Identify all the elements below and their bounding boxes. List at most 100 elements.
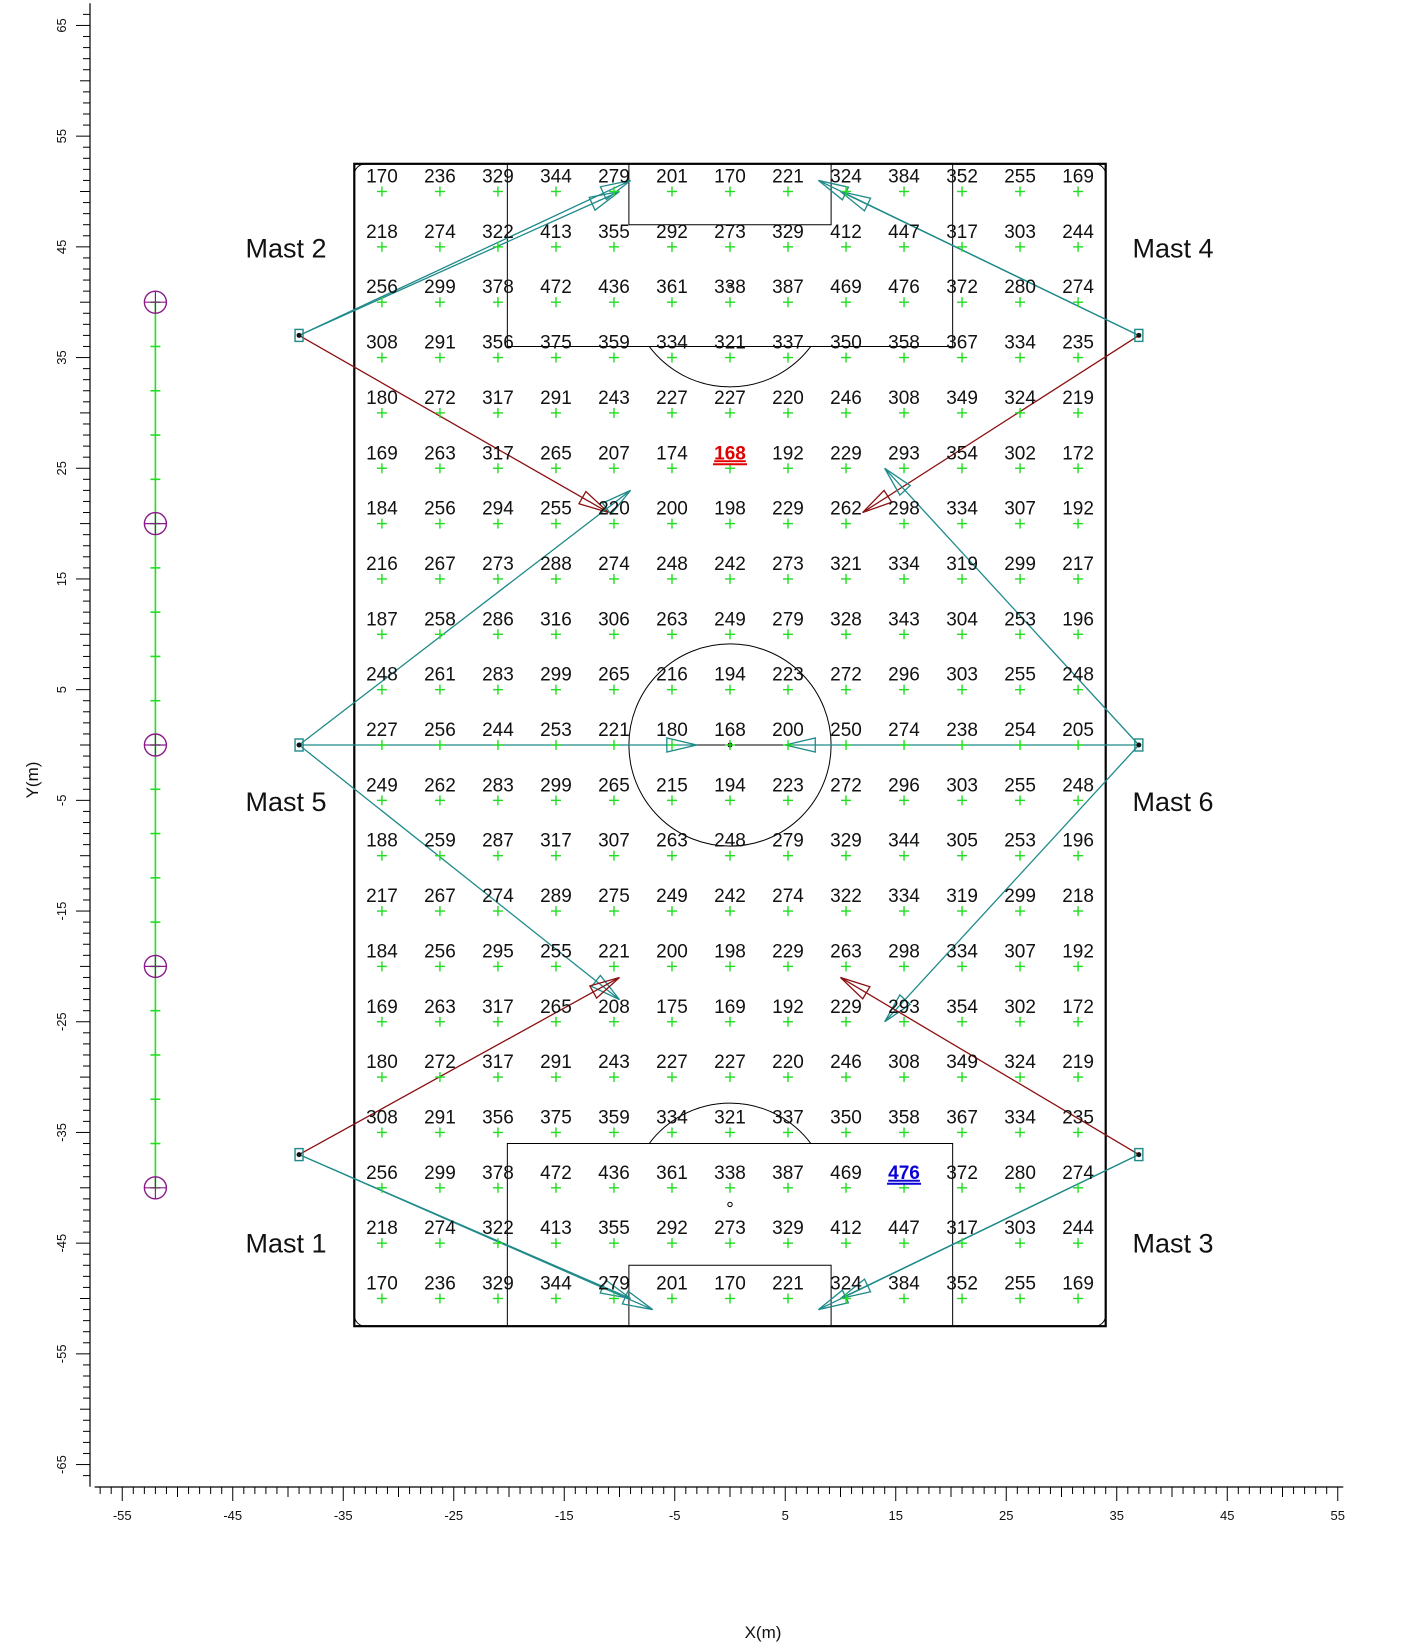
- mast-label: Mast 3: [1132, 1229, 1213, 1259]
- grid-value: 272: [830, 665, 862, 686]
- corner-arc: [1094, 163, 1107, 175]
- grid-value: 469: [830, 277, 862, 298]
- grid-value: 329: [482, 167, 514, 188]
- grid-value: 263: [424, 443, 456, 464]
- grid-value: 262: [424, 775, 456, 796]
- grid-value: 227: [366, 720, 398, 741]
- grid-value: 279: [772, 831, 804, 852]
- grid-value: 378: [482, 1163, 514, 1184]
- grid-value: 356: [482, 1107, 514, 1128]
- grid-value: 355: [598, 222, 630, 243]
- grid-value: 196: [1062, 831, 1094, 852]
- grid-value: 192: [1062, 941, 1094, 962]
- grid-value: 299: [1004, 554, 1036, 575]
- grid-value: 412: [830, 1218, 862, 1239]
- grid-value: 329: [482, 1274, 514, 1295]
- grid-value: 256: [424, 499, 456, 520]
- grid-value: 188: [366, 831, 398, 852]
- grid-value: 218: [1062, 886, 1094, 907]
- grid-value: 413: [540, 1218, 572, 1239]
- illuminance-grid: 170 236 329 344 279 201 170 221 324 384 352 255 169 2…: [366, 167, 1094, 1304]
- grid-value: 220: [772, 388, 804, 409]
- y-tick-label: 25: [54, 461, 69, 475]
- grid-value: 229: [772, 499, 804, 520]
- grid-value: 236: [424, 1274, 456, 1295]
- x-tick-label: 25: [999, 1508, 1013, 1523]
- mast-label: Mast 4: [1132, 233, 1213, 263]
- grid-value: 319: [946, 554, 978, 575]
- grid-value: 337: [772, 1107, 804, 1128]
- y-axis: 65 55 45 35 25 15 5 -5 -15 -25 -35 -45 -55 -65: [54, 3, 91, 1487]
- grid-value: 356: [482, 333, 514, 354]
- grid-value: 324: [1004, 1052, 1036, 1073]
- penalty-arc-bottom: [648, 1102, 812, 1144]
- x-tick-label: -5: [669, 1508, 681, 1523]
- grid-value: 292: [656, 222, 688, 243]
- grid-value: 375: [540, 333, 572, 354]
- x-axis: -55 -45 -35 -25 -15 -5 5 15 25 35 45 55: [94, 1486, 1345, 1523]
- grid-value: 304: [946, 609, 978, 630]
- grid-value: 317: [482, 388, 514, 409]
- aim-line: [884, 744, 1140, 1023]
- grid-value: 372: [946, 1163, 978, 1184]
- grid-value: 294: [482, 499, 514, 520]
- grid-value: 248: [714, 831, 746, 852]
- grid-value: 200: [656, 499, 688, 520]
- grid-value: 274: [598, 554, 630, 575]
- grid-value: 354: [946, 443, 978, 464]
- grid-value: 344: [888, 831, 920, 852]
- grid-value: 169: [366, 997, 398, 1018]
- grid-value: 307: [1004, 499, 1036, 520]
- grid-value: 328: [830, 609, 862, 630]
- mast-position: [1136, 332, 1142, 338]
- grid-value: 334: [1004, 333, 1036, 354]
- grid-value: 298: [888, 941, 920, 962]
- grid-value: 334: [656, 1107, 688, 1128]
- grid-value: 196: [1062, 609, 1094, 630]
- grid-value: 255: [1004, 1274, 1036, 1295]
- grid-value: 316: [540, 609, 572, 630]
- grid-value: 170: [714, 1274, 746, 1295]
- grid-value: 303: [946, 775, 978, 796]
- grid-value: 329: [830, 831, 862, 852]
- grid-value: 192: [1062, 499, 1094, 520]
- grid-value: 248: [1062, 665, 1094, 686]
- grid-value: 317: [482, 997, 514, 1018]
- grid-value: 201: [656, 1274, 688, 1295]
- grid-value: 352: [946, 167, 978, 188]
- grid-value: 412: [830, 222, 862, 243]
- grid-value: 170: [714, 167, 746, 188]
- grid-value: 299: [424, 1163, 456, 1184]
- grid-value: 180: [366, 1052, 398, 1073]
- y-tick-label: -45: [54, 1234, 69, 1253]
- grid-value: 279: [772, 609, 804, 630]
- grid-value: 299: [540, 665, 572, 686]
- grid-value: 375: [540, 1107, 572, 1128]
- grid-value: 218: [366, 1218, 398, 1239]
- aim-arrowhead: [840, 190, 872, 212]
- grid-value: 372: [946, 277, 978, 298]
- grid-value: 174: [656, 443, 688, 464]
- grid-value: 472: [540, 1163, 572, 1184]
- grid-value: 272: [424, 388, 456, 409]
- grid-value: 352: [946, 1274, 978, 1295]
- grid-value: 321: [830, 554, 862, 575]
- grid-value: 180: [656, 720, 688, 741]
- grid-value: 255: [1004, 665, 1036, 686]
- grid-value: 343: [888, 609, 920, 630]
- grid-value: 413: [540, 222, 572, 243]
- grid-value: 256: [366, 277, 398, 298]
- grid-value: 338: [714, 1163, 746, 1184]
- grid-value: 261: [424, 665, 456, 686]
- grid-value: 227: [656, 1052, 688, 1073]
- grid-value: 334: [888, 554, 920, 575]
- mast-marker: [1134, 328, 1144, 343]
- grid-value: 334: [946, 499, 978, 520]
- aim-arrowhead: [590, 974, 621, 1001]
- grid-value: 293: [888, 997, 920, 1018]
- grid-value: 447: [888, 1218, 920, 1239]
- grid-value: 242: [714, 554, 746, 575]
- aim-arrowhead: [884, 467, 912, 497]
- grid-value: 248: [1062, 775, 1094, 796]
